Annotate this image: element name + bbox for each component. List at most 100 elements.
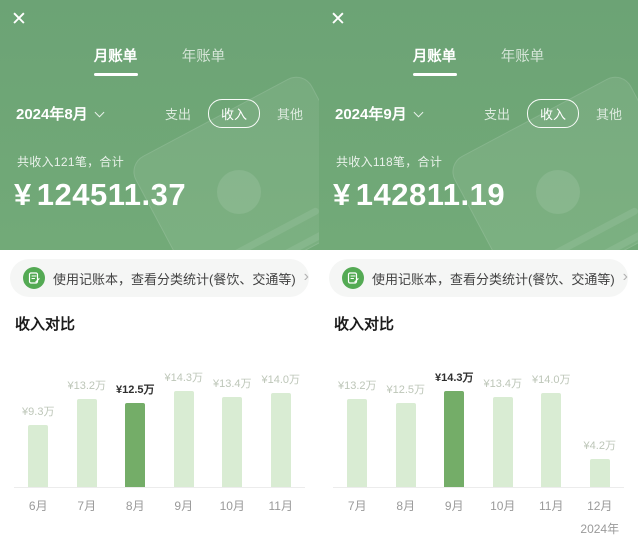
x-axis-label: 11月	[539, 499, 564, 513]
month-selector-label: 2024年9月	[335, 106, 407, 123]
income-summary: 共收入121笔，合计	[17, 155, 125, 169]
chevron-right-icon: ›	[303, 268, 309, 285]
year-label	[479, 514, 528, 537]
bar-column[interactable]: ¥13.4万	[479, 375, 528, 487]
active-tab-underline	[412, 73, 457, 76]
bar-value-label: ¥14.0万	[261, 374, 301, 386]
bar-column[interactable]: ¥13.4万	[208, 375, 257, 487]
chart-x-axis: 7月 8月 9月 10月 11月 12月	[333, 488, 624, 514]
ledger-banner[interactable]: 使用记账本，查看分类统计(餐饮、交通等) ›	[329, 259, 628, 297]
bill-header: ✕ 月账单 年账单 2024年8月 支出 收入 其他 共收入121笔，合计	[0, 0, 319, 250]
bar-column[interactable]: ¥14.3万	[430, 369, 479, 487]
bar[interactable]	[589, 459, 610, 487]
filter-row: 2024年9月 支出 收入 其他	[319, 99, 638, 128]
x-axis-label: 9月	[174, 499, 194, 513]
bar[interactable]	[395, 403, 416, 487]
filter-expense[interactable]: 支出	[164, 107, 191, 122]
year-label	[111, 514, 160, 520]
ledger-banner[interactable]: 使用记账本，查看分类统计(餐饮、交通等) ›	[10, 259, 309, 297]
total-amount: ¥142811.19	[319, 177, 638, 213]
filter-income[interactable]: 收入	[207, 99, 260, 128]
bill-body: 使用记账本，查看分类统计(餐饮、交通等) › 收入对比 ¥13.2万 ¥12.5万…	[319, 259, 638, 537]
bar[interactable]	[222, 397, 243, 487]
tab-yearly-bill[interactable]: 年账单	[501, 45, 545, 76]
x-axis-label: 12月	[587, 499, 613, 513]
bar-column[interactable]: ¥9.3万	[14, 403, 63, 487]
chart-year-row: 2024年	[333, 514, 624, 537]
x-axis-label: 7月	[347, 499, 367, 513]
bar-value-label: ¥14.3万	[434, 372, 474, 384]
x-axis-label: 10月	[219, 499, 245, 513]
bar-value-label: ¥9.3万	[22, 406, 55, 418]
chevron-down-icon	[413, 107, 424, 117]
bar-highlighted[interactable]	[444, 391, 465, 487]
bar-column[interactable]: ¥12.5万	[382, 381, 431, 487]
x-axis-label: 7月	[77, 499, 97, 513]
filter-expense[interactable]: 支出	[483, 107, 510, 122]
bar-column[interactable]: ¥14.0万	[527, 371, 576, 487]
year-label	[430, 514, 479, 537]
chevron-right-icon: ›	[622, 268, 628, 285]
year-label	[208, 514, 257, 520]
bar-column[interactable]: ¥14.3万	[160, 369, 209, 487]
bar-column[interactable]: ¥13.2万	[333, 377, 382, 487]
tab-yearly-bill[interactable]: 年账单	[182, 45, 226, 76]
bar-column[interactable]: ¥4.2万	[576, 437, 625, 487]
x-axis-label: 8月	[125, 499, 145, 513]
bar[interactable]	[270, 393, 291, 487]
bar-value-label: ¥13.2万	[67, 380, 107, 392]
bar-value-label: ¥12.5万	[115, 384, 155, 396]
x-axis-label: 6月	[28, 499, 48, 513]
receipt-seal-graphic	[217, 170, 261, 214]
bar-column[interactable]: ¥12.5万	[111, 381, 160, 487]
year-label	[527, 514, 576, 537]
tab-label: 年账单	[500, 49, 545, 65]
bill-header: ✕ 月账单 年账单 2024年9月 支出 收入 其他 共收入118笔，合计	[319, 0, 638, 250]
bar[interactable]	[347, 399, 368, 487]
filter-other[interactable]: 其他	[276, 107, 303, 122]
month-selector[interactable]: 2024年9月	[335, 103, 424, 124]
currency-symbol: ¥	[14, 177, 32, 212]
chart-x-axis: 6月 7月 8月 9月 10月 11月	[14, 488, 305, 514]
close-icon[interactable]: ✕	[11, 9, 27, 30]
filter-income[interactable]: 收入	[526, 99, 579, 128]
bar-value-label: ¥13.2万	[337, 380, 377, 392]
ledger-banner-text: 使用记账本，查看分类统计(餐饮、交通等)	[372, 271, 615, 287]
tab-monthly-bill[interactable]: 月账单	[93, 45, 138, 76]
type-filters: 支出 收入 其他	[484, 99, 622, 128]
x-axis-label: 9月	[444, 499, 464, 513]
tab-label: 年账单	[181, 49, 226, 65]
tab-label: 月账单	[93, 49, 138, 65]
bill-body: 使用记账本，查看分类统计(餐饮、交通等) › 收入对比 ¥9.3万 ¥13.2万 ¥…	[0, 259, 319, 520]
currency-symbol: ¥	[333, 177, 351, 212]
ledger-book-icon	[342, 267, 364, 289]
year-label	[63, 514, 112, 520]
year-label	[14, 514, 63, 520]
month-selector-label: 2024年8月	[16, 106, 88, 123]
tab-monthly-bill[interactable]: 月账单	[412, 45, 457, 76]
x-axis-label: 10月	[490, 499, 516, 513]
close-icon[interactable]: ✕	[330, 9, 346, 30]
type-filters: 支出 收入 其他	[165, 99, 303, 128]
month-selector[interactable]: 2024年8月	[16, 103, 105, 124]
bar-value-label: ¥14.0万	[531, 374, 571, 386]
receipt-seal-graphic	[536, 170, 580, 214]
active-tab-underline	[93, 73, 138, 76]
income-bar-chart: ¥13.2万 ¥12.5万 ¥14.3万 ¥13.4万 ¥14.0万 ¥4.2万	[333, 338, 624, 488]
ledger-banner-text: 使用记账本，查看分类统计(餐饮、交通等)	[53, 271, 296, 287]
bar-value-label: ¥12.5万	[386, 384, 426, 396]
income-summary: 共收入118笔，合计	[336, 155, 443, 169]
bar-column[interactable]: ¥13.2万	[63, 377, 112, 487]
filter-other[interactable]: 其他	[595, 107, 622, 122]
bar[interactable]	[492, 397, 513, 487]
chart-year-row	[14, 514, 305, 520]
tab-label: 月账单	[412, 49, 457, 65]
bar-highlighted[interactable]	[125, 403, 146, 487]
bar[interactable]	[76, 399, 97, 487]
bar[interactable]	[541, 393, 562, 487]
bar[interactable]	[173, 391, 194, 487]
bar-column[interactable]: ¥14.0万	[257, 371, 306, 487]
bar-value-label: ¥14.3万	[164, 372, 204, 384]
bill-tabs: 月账单 年账单	[319, 0, 638, 76]
bar[interactable]	[28, 425, 49, 487]
